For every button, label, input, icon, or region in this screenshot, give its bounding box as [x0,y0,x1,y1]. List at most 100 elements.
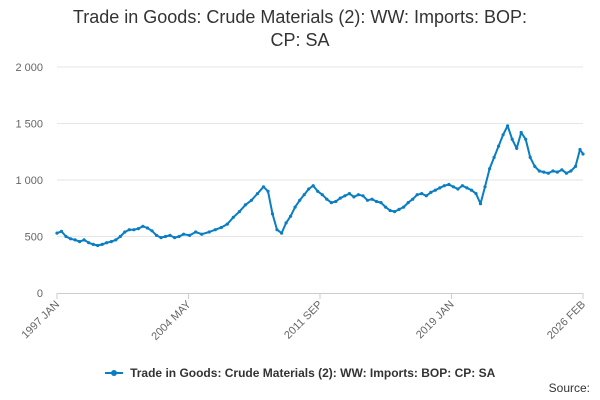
data-point[interactable] [542,170,546,174]
data-point[interactable] [438,186,442,190]
data-point[interactable] [347,192,351,196]
data-point[interactable] [280,231,284,235]
data-point[interactable] [447,182,451,187]
data-point[interactable] [69,237,73,241]
data-point[interactable] [551,169,555,173]
data-point[interactable] [460,184,464,188]
data-point[interactable] [136,227,140,231]
data-point[interactable] [132,228,136,232]
data-point[interactable] [365,198,370,202]
data-point[interactable] [118,234,122,239]
data-point[interactable] [456,187,460,191]
data-point[interactable] [159,236,163,240]
data-point[interactable] [261,185,266,189]
data-point[interactable] [237,210,241,214]
data-point[interactable] [194,230,198,234]
data-point[interactable] [316,189,320,193]
data-point[interactable] [173,236,177,240]
data-point[interactable] [289,214,293,218]
legend[interactable]: Trade in Goods: Crude Materials (2): WW:… [0,366,600,380]
data-point[interactable] [293,205,297,209]
data-point[interactable] [284,221,288,225]
data-point[interactable] [127,228,131,232]
data-point[interactable] [249,198,253,202]
data-point[interactable] [255,192,260,196]
data-point[interactable] [55,231,59,235]
data-point[interactable] [564,171,569,175]
data-point[interactable] [302,193,306,197]
data-point[interactable] [569,169,573,173]
data-point[interactable] [182,232,186,236]
data-point[interactable] [100,242,104,246]
data-point[interactable] [524,137,528,141]
data-point[interactable] [188,233,192,237]
data-point[interactable] [501,133,505,137]
data-point[interactable] [270,212,275,216]
data-point[interactable] [91,242,95,246]
data-point[interactable] [145,226,149,230]
data-point[interactable] [352,195,356,199]
data-point[interactable] [311,184,315,188]
data-point[interactable] [374,199,379,204]
data-point[interactable] [370,197,374,201]
data-point[interactable] [356,193,360,197]
data-point[interactable] [64,234,68,239]
data-point[interactable] [59,229,64,233]
data-point[interactable] [388,208,392,213]
data-point[interactable] [546,171,550,175]
data-point[interactable] [402,205,406,209]
data-point[interactable] [578,147,582,152]
data-point[interactable] [397,207,401,211]
data-point[interactable] [114,238,118,242]
data-point[interactable] [109,240,113,244]
data-point[interactable] [361,194,365,198]
data-point[interactable] [78,240,82,244]
data-point[interactable] [533,164,537,168]
data-point[interactable] [96,243,100,248]
data-point[interactable] [343,194,347,198]
data-point[interactable] [298,198,302,202]
data-point[interactable] [433,188,437,192]
data-point[interactable] [275,228,279,232]
data-point[interactable] [225,222,229,226]
data-point[interactable] [338,196,342,200]
data-point[interactable] [213,228,217,232]
data-point[interactable] [379,201,383,205]
data-point[interactable] [105,241,109,245]
data-point[interactable] [320,193,324,197]
data-point[interactable] [307,187,311,191]
data-point[interactable] [492,155,496,159]
data-point[interactable] [177,234,181,239]
data-point[interactable] [266,189,270,193]
data-point[interactable] [415,193,419,197]
data-point[interactable] [510,137,514,141]
data-point[interactable] [442,184,446,188]
data-point[interactable] [465,186,469,190]
data-point[interactable] [219,225,223,230]
data-point[interactable] [207,230,211,234]
data-point[interactable] [506,124,510,128]
data-point[interactable] [474,192,478,196]
data-point[interactable] [406,201,410,205]
data-point[interactable] [334,199,338,204]
data-point[interactable] [519,130,523,135]
data-point[interactable] [497,144,501,148]
data-point[interactable] [537,169,541,173]
data-point[interactable] [528,155,532,159]
data-point[interactable] [168,233,172,237]
data-point[interactable] [469,188,474,192]
data-point[interactable] [243,203,247,207]
data-point[interactable] [123,230,127,234]
data-point[interactable] [515,146,519,150]
data-point[interactable] [573,164,578,168]
data-point[interactable] [581,152,585,156]
data-point[interactable] [411,197,415,201]
data-point[interactable] [555,170,560,174]
data-point[interactable] [231,215,235,219]
data-point[interactable] [488,167,492,171]
data-point[interactable] [420,192,424,196]
data-point[interactable] [384,205,388,209]
data-point[interactable] [325,197,329,201]
data-point[interactable] [451,185,455,189]
data-point[interactable] [141,224,145,228]
